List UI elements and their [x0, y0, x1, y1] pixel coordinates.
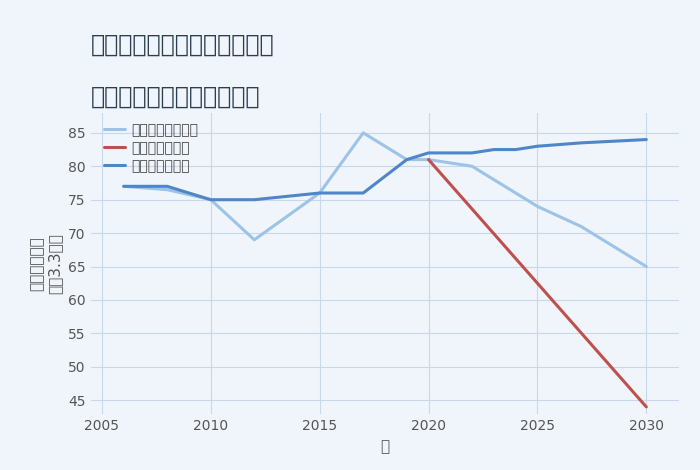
Text: 福岡県北九州市戸畑区高峰の: 福岡県北九州市戸畑区高峰の — [91, 33, 274, 57]
グッドシナリオ — [533, 143, 542, 149]
グッドシナリオ — [316, 190, 324, 196]
グッドシナリオ — [512, 147, 520, 152]
グッドシナリオ — [402, 157, 411, 163]
グッドシナリオ — [250, 197, 258, 203]
ノーマルシナリオ — [533, 204, 542, 209]
グッドシナリオ — [120, 183, 128, 189]
ノーマルシナリオ — [359, 130, 368, 136]
グッドシナリオ — [468, 150, 476, 156]
ノーマルシナリオ — [577, 224, 585, 229]
ノーマルシナリオ — [120, 183, 128, 189]
Legend: ノーマルシナリオ, バッドシナリオ, グッドシナリオ: ノーマルシナリオ, バッドシナリオ, グッドシナリオ — [104, 123, 199, 173]
ノーマルシナリオ — [402, 157, 411, 163]
グッドシナリオ — [577, 140, 585, 146]
ノーマルシナリオ — [424, 157, 433, 163]
ノーマルシナリオ — [163, 187, 172, 193]
ノーマルシナリオ — [250, 237, 258, 243]
グッドシナリオ — [424, 150, 433, 156]
Line: ノーマルシナリオ: ノーマルシナリオ — [124, 133, 646, 266]
ノーマルシナリオ — [316, 190, 324, 196]
グッドシナリオ — [642, 137, 650, 142]
Line: グッドシナリオ: グッドシナリオ — [124, 140, 646, 200]
グッドシナリオ — [359, 190, 368, 196]
ノーマルシナリオ — [642, 264, 650, 269]
Text: 中古マンションの価格推移: 中古マンションの価格推移 — [91, 85, 260, 109]
グッドシナリオ — [490, 147, 498, 152]
グッドシナリオ — [163, 183, 172, 189]
ノーマルシナリオ — [206, 197, 215, 203]
グッドシナリオ — [446, 150, 454, 156]
グッドシナリオ — [206, 197, 215, 203]
X-axis label: 年: 年 — [380, 439, 390, 454]
ノーマルシナリオ — [468, 164, 476, 169]
Y-axis label: 単価（万円）
坪（3.3㎡）: 単価（万円） 坪（3.3㎡） — [30, 233, 62, 294]
